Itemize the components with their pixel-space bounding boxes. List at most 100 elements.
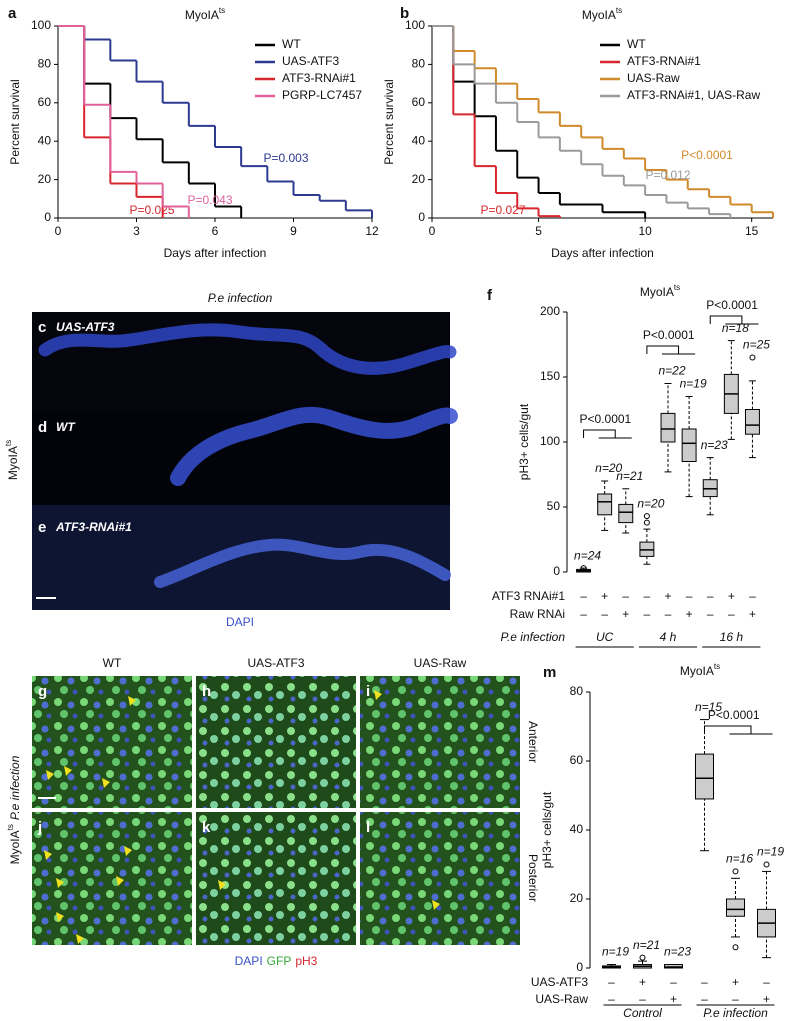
outlier — [749, 354, 756, 361]
y-tick-label: 60 — [412, 95, 426, 109]
box-plot — [597, 480, 613, 531]
row-value: – — [644, 589, 651, 603]
image-g — [32, 676, 192, 808]
p-value: P<0.0001 — [681, 148, 733, 162]
y-tick-label: 80 — [412, 57, 426, 71]
survival-curve — [58, 25, 373, 218]
gut-side-label-part: MyoIA — [6, 446, 20, 480]
legend-label: ATF3-RNAi#1, UAS-Raw — [627, 88, 760, 102]
stain-dapi: DAPI — [235, 954, 263, 968]
outlier — [639, 954, 646, 961]
n-label: n=18 — [722, 321, 749, 335]
comparison-bracket: P<0.0001 — [643, 328, 696, 355]
comparison-label: P<0.0001 — [708, 708, 760, 722]
chart-title-part: MyoIA — [185, 8, 219, 22]
chart-title-sup: ts — [674, 283, 680, 292]
y-tick-label: 60 — [570, 753, 584, 767]
x-tick-label: 5 — [535, 224, 542, 238]
box-plot — [660, 383, 676, 473]
panel-label: WT — [56, 420, 76, 434]
chart-title-sup: ts — [714, 662, 720, 671]
row-value: – — [749, 589, 756, 603]
y-axis-label: Percent survival — [382, 79, 396, 164]
n-label: n=23 — [664, 945, 691, 959]
column-label: UAS-ATF3 — [247, 656, 304, 670]
outlier — [732, 868, 739, 875]
box — [726, 898, 745, 917]
box-plot — [757, 861, 776, 959]
n-label: n=19 — [680, 377, 707, 391]
group-label: UC — [596, 630, 614, 644]
p-value: P=0.027 — [480, 203, 525, 217]
y-tick-label: 40 — [38, 133, 52, 147]
y-tick-label: 20 — [570, 891, 584, 905]
panel-letter: e — [38, 519, 46, 536]
n-label: n=23 — [701, 438, 728, 452]
image-i — [360, 676, 520, 808]
box-plot — [723, 340, 739, 440]
panel-letter: b — [400, 5, 409, 22]
row-value: – — [608, 975, 615, 989]
x-tick-label: 3 — [133, 224, 140, 238]
survival-curve — [58, 25, 190, 218]
row-label: UAS-ATF3 — [531, 975, 588, 989]
image-e — [32, 505, 450, 610]
panel-letter: j — [37, 819, 42, 836]
panel-letter: c — [38, 319, 46, 336]
row-value: – — [670, 975, 677, 989]
y-tick-label: 100 — [31, 18, 51, 32]
column-label: WT — [103, 656, 122, 670]
row-value: – — [701, 975, 708, 989]
side-label-part: P.e infection — [8, 755, 22, 820]
x-tick-label: 10 — [638, 224, 652, 238]
row-value: + — [639, 975, 646, 989]
chart-title-sup: ts — [616, 6, 622, 15]
row-value: – — [601, 607, 608, 621]
gut-side-label: MyoIAts — [4, 440, 20, 480]
y-tick-label: 60 — [38, 95, 52, 109]
chart-title: MyoIAts — [680, 662, 720, 678]
stain-legend: DAPI GFP pH3 — [235, 954, 318, 968]
row-label: Posterior — [526, 854, 540, 902]
outlier — [763, 861, 770, 868]
n-label: n=16 — [726, 852, 753, 866]
side-label-part: MyoIA — [8, 830, 22, 864]
panel-letter: a — [8, 5, 17, 22]
n-label: n=21 — [616, 469, 643, 483]
group-label: P.e infection — [703, 1006, 768, 1020]
y-axis-label: pH3+ cells/gut — [540, 791, 554, 868]
comparison-bracket: P<0.0001 — [706, 298, 759, 325]
chart-title: MyoIAts — [582, 6, 622, 22]
n-label: n=24 — [574, 548, 601, 562]
panel-label: ATF3-RNAi#1 — [55, 520, 132, 534]
survival-curve — [58, 25, 243, 218]
x-axis-label: Days after infection — [164, 246, 267, 260]
n-label: n=22 — [658, 364, 685, 378]
y-tick-label: 200 — [540, 304, 560, 318]
gut-shape — [170, 406, 458, 486]
y-tick-label: 100 — [540, 434, 560, 448]
stain-label: DAPI — [226, 615, 254, 629]
x-tick-label: 6 — [212, 224, 219, 238]
box-plot — [664, 964, 683, 969]
y-axis-label: Percent survival — [8, 79, 22, 164]
image-j — [32, 812, 192, 945]
row-value: – — [701, 992, 708, 1006]
x-tick-label: 15 — [745, 224, 759, 238]
row-value: – — [665, 607, 672, 621]
box-plot — [639, 513, 655, 565]
panel-letter: m — [543, 664, 556, 681]
n-label: n=19 — [757, 845, 784, 859]
n-label: n=15 — [695, 700, 722, 714]
n-label: n=20 — [637, 496, 664, 510]
y-tick-label: 80 — [38, 57, 52, 71]
midgut-side-label: MyoIAts P.e infection — [6, 755, 22, 864]
y-tick-label: 40 — [570, 822, 584, 836]
row-value: – — [728, 607, 735, 621]
p-value: P=0.025 — [129, 203, 174, 217]
image-h — [196, 676, 356, 808]
box-plot — [681, 396, 697, 498]
stain-gfp: GFP — [267, 954, 292, 968]
row-value: – — [608, 992, 615, 1006]
